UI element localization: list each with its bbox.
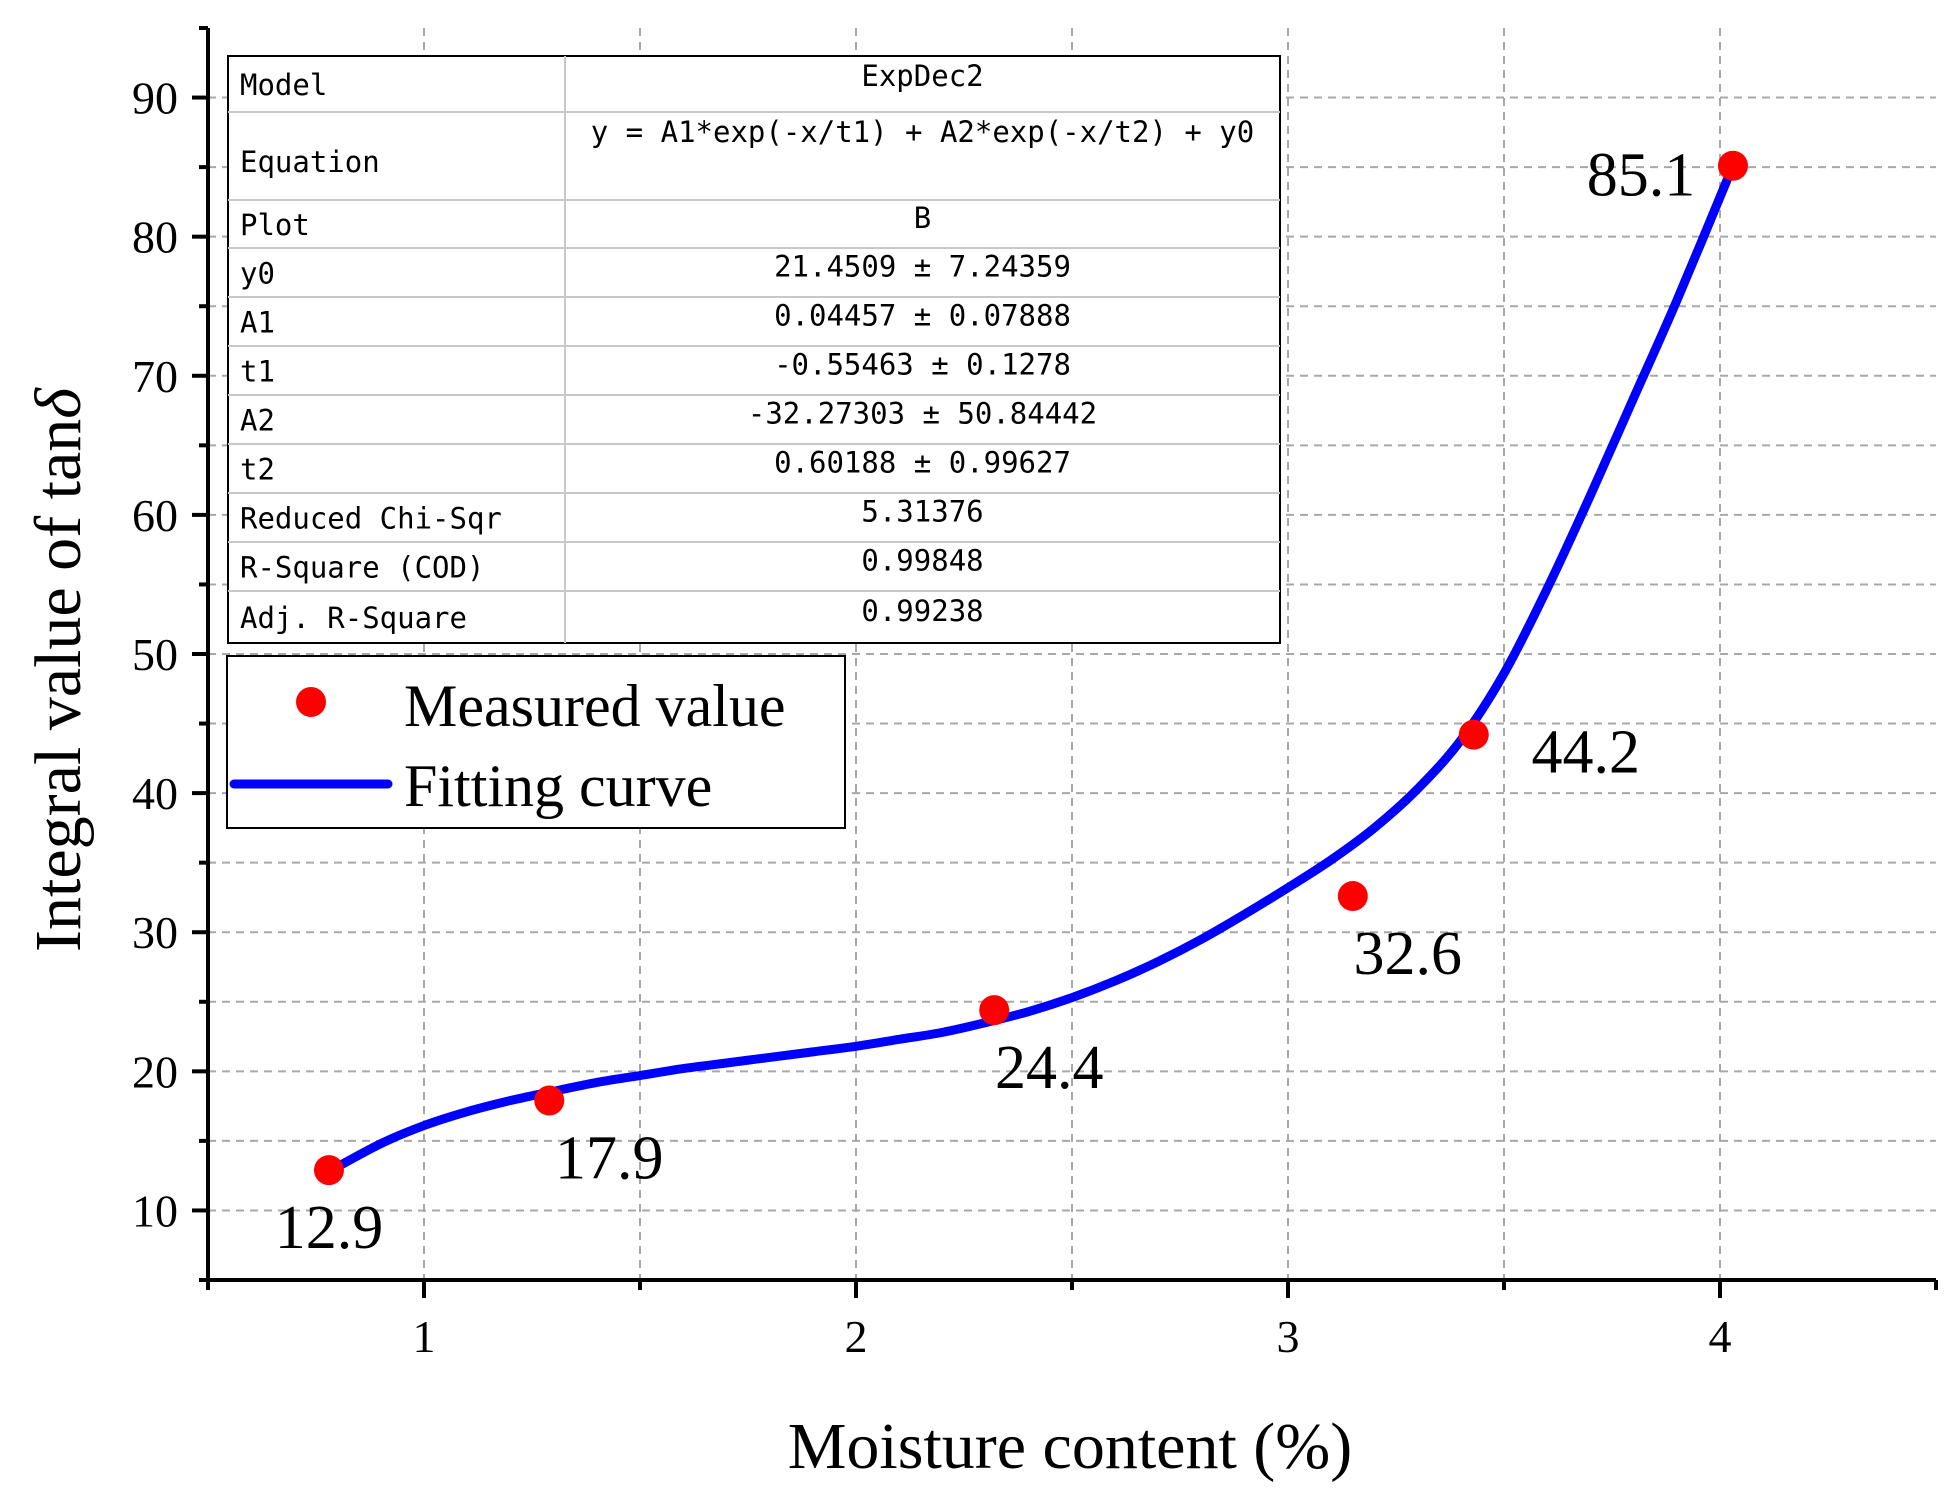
fit-table-value: 0.04457 ± 0.07888 [774, 299, 1071, 333]
fit-table-label: Model [240, 68, 327, 102]
fit-table-value: 0.99848 [861, 544, 983, 578]
fit-table-value: 0.60188 ± 0.99627 [774, 446, 1071, 480]
fit-table-label: Reduced Chi-Sqr [240, 502, 502, 536]
y-axis-title-text: Integral value of tan [22, 419, 95, 952]
y-tick-label: 30 [132, 907, 178, 958]
fit-table-value: 5.31376 [861, 495, 983, 529]
data-point [1458, 719, 1489, 750]
fit-table-label: A1 [240, 306, 275, 340]
fitting-curve-line [324, 161, 1738, 1176]
fit-table-label: A2 [240, 404, 275, 438]
fit-table: Model ExpDec2 Equation y = A1*exp(-x/t1) + … [227, 55, 1281, 644]
y-tick-label: 10 [132, 1185, 178, 1236]
fit-table-label: y0 [240, 257, 275, 291]
legend-label-fitting: Fitting curve [404, 753, 712, 819]
legend-marker-measured [296, 687, 326, 717]
data-point [979, 995, 1010, 1026]
fit-table-value: 0.99238 [861, 594, 983, 628]
data-point [313, 1155, 344, 1186]
fit-table-label: t1 [240, 355, 275, 389]
y-tick-label: 60 [132, 490, 178, 541]
y-axis-title-symbol: δ [22, 387, 95, 419]
x-tick-label: 4 [1709, 1311, 1732, 1362]
fit-table-value: ExpDec2 [861, 59, 983, 93]
points-layer [313, 150, 1748, 1186]
data-point [1337, 881, 1368, 912]
fit-table-label: t2 [240, 453, 275, 487]
fit-table-value: B [914, 201, 931, 235]
y-tick-label: 70 [132, 351, 178, 402]
legend-frame [226, 655, 846, 829]
fit-table-label: Adj. R-Square [240, 601, 467, 635]
data-label: 44.2 [1532, 719, 1641, 787]
data-label: 32.6 [1354, 920, 1463, 988]
fit-table-frame [227, 55, 1281, 644]
x-tick-label: 2 [845, 1311, 868, 1362]
y-tick-label: 50 [132, 629, 178, 680]
data-point [534, 1085, 565, 1116]
fit-table-label: Plot [240, 208, 310, 242]
x-tick-label: 1 [413, 1311, 436, 1362]
y-tick-label: 20 [132, 1046, 178, 1097]
fit-table-value: 21.4509 ± 7.24359 [774, 250, 1071, 284]
y-tick-label: 40 [132, 768, 178, 819]
ticks-layer: 1 2 3 4 10 20 30 40 50 60 70 80 90 [132, 26, 1938, 1362]
fit-table-value: y = A1*exp(-x/t1) + A2*exp(-x/t2) + y0 [591, 115, 1254, 149]
data-label: 17.9 [555, 1125, 664, 1193]
data-label: 12.9 [275, 1194, 384, 1262]
fit-table-label: Equation [240, 145, 380, 179]
labels-layer: 12.9 17.9 24.4 32.6 44.2 85.1 [275, 142, 1696, 1262]
data-label: 24.4 [995, 1034, 1104, 1102]
fit-table-value: -32.27303 ± 50.84442 [748, 397, 1097, 431]
data-label: 85.1 [1587, 142, 1696, 210]
legend-label-measured: Measured value [404, 673, 786, 739]
data-point [1717, 150, 1748, 181]
y-axis-title: Integral value of tanδ [22, 387, 95, 952]
x-axis-title: Moisture content (%) [788, 1410, 1353, 1483]
fit-table-value: -0.55463 ± 0.1278 [774, 348, 1071, 382]
x-tick-label: 3 [1277, 1311, 1300, 1362]
legend: Measured value Fitting curve [226, 655, 846, 829]
fitting-curve-layer [324, 161, 1738, 1176]
y-tick-label: 90 [132, 73, 178, 124]
y-tick-label: 80 [132, 212, 178, 263]
fit-table-label: R-Square (COD) [240, 551, 484, 585]
